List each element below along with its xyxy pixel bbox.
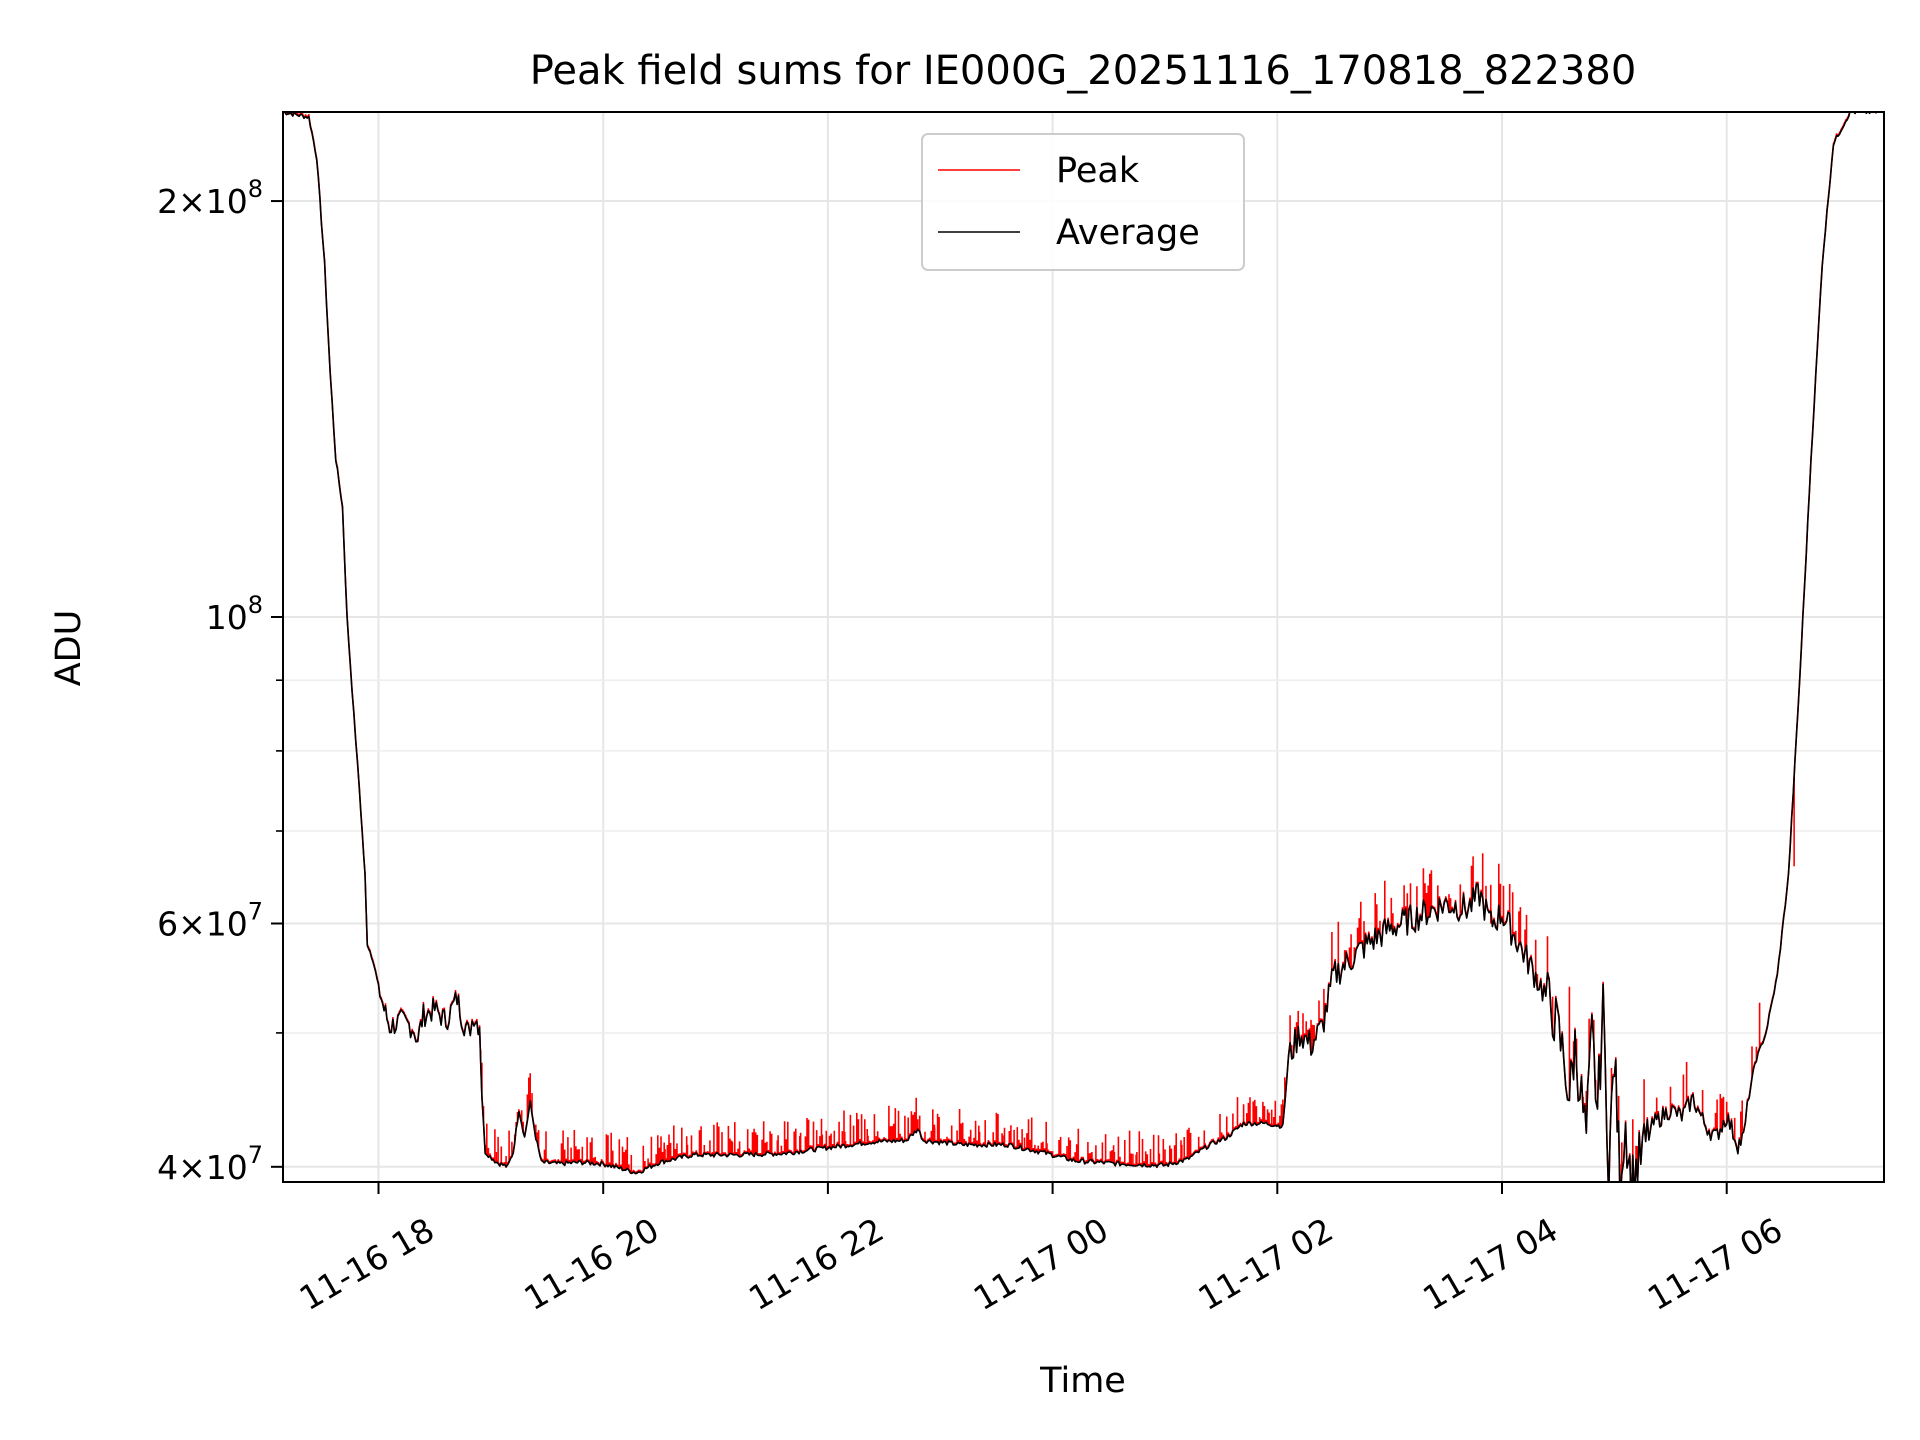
plot-frame [282, 111, 1885, 1183]
y-tick-label: 108 [206, 591, 263, 637]
legend-peak-label: Peak [1056, 151, 1140, 191]
plot-series [283, 112, 1884, 1182]
x-axis-label: Time [1039, 1361, 1126, 1401]
y-axis-ticks: 4×107 6×107 108 2×108 [157, 175, 283, 1187]
legend: Peak Average [921, 133, 1245, 271]
legend-average-label: Average [1056, 213, 1200, 253]
legend-box [921, 133, 1245, 271]
chart-title: Peak field sums for IE000G_20251116_1708… [530, 48, 1637, 94]
y-tick-label: 6×107 [157, 898, 263, 944]
y-tick-label: 2×108 [157, 175, 263, 221]
y-tick-label: 4×107 [157, 1141, 263, 1187]
average-line [283, 112, 1884, 1182]
series-average [283, 112, 1884, 1182]
y-axis-label: ADU [49, 610, 89, 687]
